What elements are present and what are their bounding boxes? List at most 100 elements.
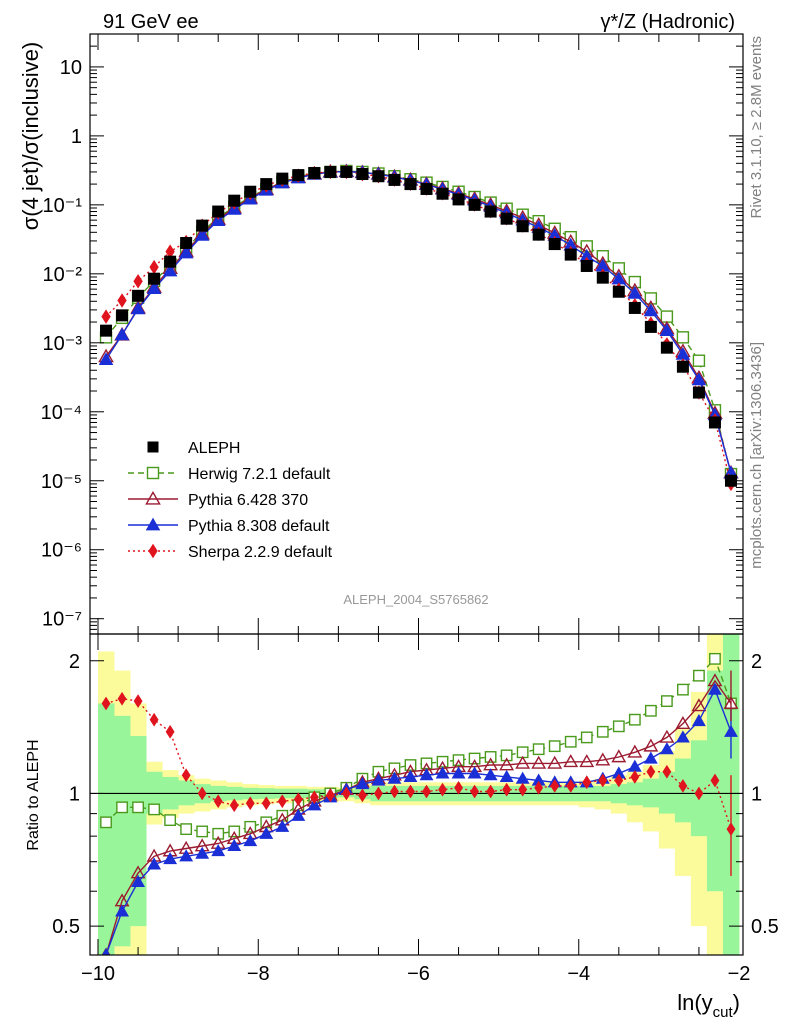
ratio-point-sherpa	[101, 696, 111, 711]
ratio-point-pythia8	[643, 751, 658, 764]
main-point-pythia8	[114, 327, 130, 341]
ratio-point-pythia6	[595, 752, 611, 766]
ratio-point-pythia8	[435, 766, 450, 779]
main-point-pythia8	[691, 372, 707, 386]
main-y-tick-label: 10⁻⁷	[42, 609, 82, 631]
main-line-herwig	[105, 170, 732, 475]
main-point-data	[260, 178, 273, 191]
ratio-point-pythia6	[579, 754, 595, 768]
ratio-point-sherpa	[454, 780, 464, 795]
main-point-data	[180, 236, 193, 249]
legend-marker-herwig	[146, 466, 160, 480]
ratio-point-pythia6	[499, 757, 515, 771]
main-point-data	[388, 173, 401, 186]
ratio-point-sherpa	[646, 764, 656, 779]
ratio-point-sherpa	[710, 773, 720, 788]
ratio-point-pythia8	[147, 857, 162, 870]
main-point-data	[212, 205, 225, 218]
main-point-data	[548, 238, 561, 251]
ratio-point-pythia8	[419, 768, 434, 781]
ratio-point-sherpa	[213, 794, 223, 809]
main-point-data	[500, 212, 513, 225]
main-line-pythia6	[105, 170, 732, 474]
main-point-sherpa	[149, 259, 159, 275]
main-point-data	[372, 170, 385, 183]
main-point-data	[452, 193, 465, 206]
main-series-pythia8	[98, 164, 739, 479]
ratio-point-pythia6	[547, 755, 563, 769]
ratio-point-sherpa	[277, 794, 287, 809]
ratio-point-pythia6	[643, 738, 659, 752]
main-point-data	[596, 271, 609, 284]
main-y-tick-label: 10⁻¹	[43, 195, 83, 217]
ratio-point-pythia8	[275, 819, 290, 832]
ratio-point-pythia6	[627, 744, 643, 758]
legend-item-sherpa: Sherpa 2.2.9 default	[128, 543, 333, 561]
ratio-point-herwig	[500, 749, 513, 762]
main-point-pythia8	[194, 228, 210, 241]
ratio-point-sherpa	[470, 784, 480, 799]
ratio-point-sherpa	[197, 786, 207, 801]
main-point-sherpa	[117, 293, 127, 308]
main-point-data	[148, 272, 161, 285]
ratio-point-pythia8	[371, 773, 386, 786]
main-point-data	[324, 165, 337, 178]
header-left: 91 GeV ee	[103, 11, 199, 33]
ratio-point-herwig	[628, 713, 641, 726]
main-point-data	[644, 320, 657, 333]
ratio-point-herwig	[532, 743, 545, 756]
ratio-point-herwig	[644, 704, 657, 717]
main-point-pythia8	[643, 303, 659, 317]
ratio-point-sherpa	[614, 773, 624, 788]
ratio-point-pythia8	[211, 844, 226, 857]
ratio-y-axis-label: Ratio to ALEPH	[25, 739, 42, 850]
ratio-line-herwig	[105, 657, 732, 835]
main-point-data	[308, 166, 321, 179]
ratio-y-tick-label-left: 0.5	[52, 916, 80, 938]
x-tick-label: −2	[728, 963, 751, 985]
ratio-point-herwig	[596, 725, 609, 738]
ratio-frame	[89, 633, 744, 956]
inner-band-bin	[130, 735, 147, 927]
ratio-point-sherpa	[534, 780, 544, 795]
ratio-point-pythia6	[563, 754, 579, 768]
main-line-pythia8	[105, 170, 732, 474]
ratio-point-pythia6	[659, 729, 675, 743]
main-point-data	[244, 185, 257, 198]
ratio-point-sherpa	[598, 773, 608, 788]
ratio-point-pythia6	[515, 755, 531, 769]
ratio-y-tick-label-right: 0.5	[751, 916, 779, 938]
ratio-point-sherpa	[117, 691, 127, 706]
ratio-point-pythia6	[675, 715, 691, 730]
ratio-point-pythia8	[483, 768, 498, 781]
ratio-point-sherpa	[261, 796, 271, 811]
main-y-tick-label: 10⁻²	[43, 264, 83, 286]
ratio-point-pythia8	[467, 766, 482, 779]
legend-marker-sherpa	[148, 543, 158, 559]
main-series-pythia6	[98, 163, 739, 479]
ratio-point-herwig	[196, 825, 209, 838]
ratio-point-sherpa	[550, 778, 560, 793]
ratio-point-pythia8	[131, 874, 146, 887]
ratio-uncertainty-bands	[98, 634, 740, 955]
ratio-point-sherpa	[678, 778, 688, 793]
main-point-data	[580, 259, 593, 272]
ratio-point-sherpa	[694, 786, 704, 801]
main-point-sherpa	[101, 309, 111, 324]
main-point-data	[676, 360, 689, 373]
ratio-point-herwig	[580, 731, 593, 744]
ratio-point-herwig	[709, 652, 721, 665]
main-point-herwig	[676, 331, 690, 344]
ratio-point-pythia6	[531, 755, 547, 769]
ratio-point-pythia8	[451, 766, 466, 779]
inner-band-bin	[114, 715, 131, 947]
legend-label-pythia6: Pythia 6.428 370	[188, 492, 308, 509]
main-point-data	[132, 289, 145, 302]
main-point-data	[436, 187, 449, 200]
main-point-pythia8	[659, 323, 675, 337]
ratio-point-sherpa	[165, 724, 175, 739]
ratio-point-herwig	[677, 683, 689, 696]
main-point-data	[564, 248, 577, 261]
ratio-point-sherpa	[341, 786, 351, 801]
